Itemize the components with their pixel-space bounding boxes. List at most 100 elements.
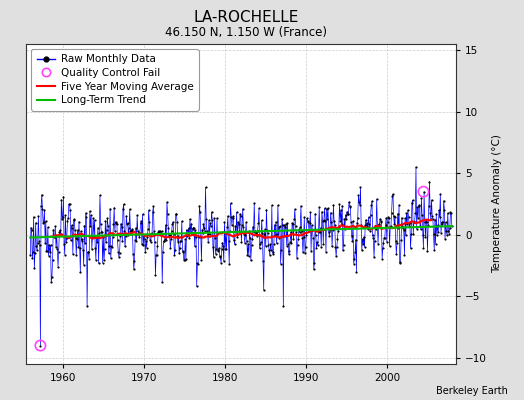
Point — [116, 232, 124, 239]
Point — [238, 206, 247, 212]
Point — [275, 235, 283, 241]
Point — [423, 248, 432, 254]
Point — [176, 244, 184, 251]
Point — [359, 234, 368, 240]
Point — [36, 242, 44, 248]
Point — [238, 222, 246, 228]
Point — [261, 226, 269, 232]
Point — [444, 228, 453, 235]
Point — [90, 217, 99, 223]
Point — [244, 241, 253, 248]
Point — [372, 226, 380, 233]
Point — [80, 261, 88, 268]
Point — [427, 216, 435, 222]
Point — [226, 200, 235, 206]
Point — [68, 225, 77, 232]
Point — [232, 229, 240, 236]
Point — [357, 222, 365, 228]
Point — [159, 238, 168, 244]
Point — [324, 228, 333, 235]
Point — [308, 222, 316, 228]
Point — [240, 231, 248, 237]
Point — [243, 238, 251, 244]
Point — [135, 234, 144, 240]
Point — [254, 220, 263, 226]
Point — [52, 244, 60, 250]
Point — [182, 226, 191, 233]
Point — [438, 221, 446, 228]
Point — [63, 218, 72, 224]
Point — [247, 257, 255, 263]
Point — [61, 252, 69, 258]
Point — [91, 244, 100, 251]
Point — [55, 229, 63, 236]
Point — [245, 253, 253, 260]
Point — [122, 233, 130, 240]
Point — [273, 230, 281, 237]
Point — [439, 218, 447, 225]
Point — [426, 210, 434, 216]
Point — [446, 209, 455, 216]
Point — [106, 255, 115, 261]
Point — [138, 241, 146, 247]
Point — [256, 245, 264, 252]
Point — [173, 238, 182, 245]
Point — [400, 226, 408, 233]
Point — [85, 256, 93, 262]
Point — [290, 216, 298, 223]
Point — [32, 243, 40, 249]
Point — [260, 231, 269, 237]
Point — [201, 228, 209, 234]
Point — [167, 236, 175, 243]
Point — [160, 238, 168, 244]
Point — [379, 245, 387, 251]
Point — [162, 237, 170, 244]
Point — [268, 249, 277, 255]
Point — [278, 216, 286, 222]
Point — [291, 206, 299, 213]
Point — [166, 245, 174, 251]
Point — [99, 234, 107, 240]
Point — [204, 239, 212, 245]
Point — [390, 221, 398, 227]
Point — [203, 228, 211, 234]
Point — [257, 217, 266, 224]
Point — [71, 235, 80, 241]
Point — [280, 222, 288, 228]
Point — [310, 260, 319, 266]
Point — [266, 252, 274, 258]
Point — [184, 225, 193, 232]
Point — [289, 236, 298, 242]
Point — [343, 211, 352, 218]
Point — [208, 209, 216, 215]
Point — [299, 234, 308, 240]
Point — [256, 241, 265, 247]
Point — [320, 205, 329, 212]
Point — [284, 240, 292, 247]
Point — [180, 257, 188, 263]
Point — [397, 237, 405, 243]
Point — [395, 202, 403, 208]
Point — [76, 269, 84, 275]
Point — [211, 234, 219, 241]
Point — [239, 224, 248, 230]
Point — [417, 226, 425, 232]
Point — [412, 164, 420, 170]
Point — [304, 219, 312, 226]
Point — [136, 230, 144, 236]
Point — [111, 228, 119, 234]
Point — [301, 250, 309, 256]
Point — [120, 228, 128, 234]
Point — [72, 252, 81, 258]
Point — [429, 231, 438, 237]
Point — [317, 243, 325, 250]
Point — [277, 246, 286, 253]
Point — [301, 244, 310, 250]
Point — [408, 200, 416, 206]
Point — [231, 223, 239, 230]
Point — [41, 218, 50, 224]
Point — [243, 252, 252, 258]
Point — [333, 236, 342, 243]
Point — [62, 234, 71, 241]
Point — [368, 232, 377, 238]
